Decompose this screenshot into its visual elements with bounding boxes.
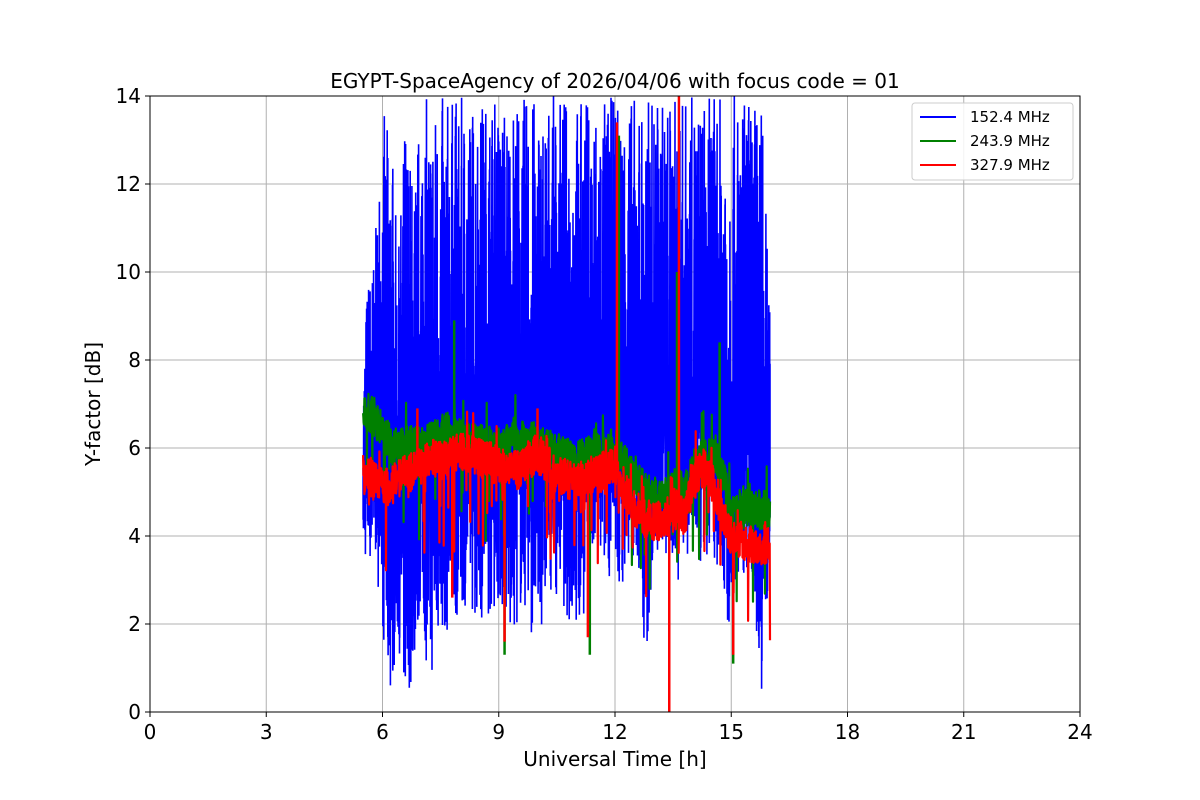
x-tick-label: 6 <box>376 720 389 744</box>
series-327-9-mhz <box>362 96 772 712</box>
legend-label: 152.4 MHz <box>970 108 1050 126</box>
y-axis-title: Y-factor [dB] <box>81 342 105 467</box>
series-152-4-mhz <box>362 96 771 689</box>
x-tick-label: 3 <box>260 720 273 744</box>
legend-box <box>911 102 1074 181</box>
y-tick-label: 10 <box>116 260 141 284</box>
series-line <box>362 96 771 689</box>
series-line <box>362 410 772 641</box>
legend-label: 243.9 MHz <box>970 132 1050 150</box>
y-tick-label: 4 <box>128 524 141 548</box>
legend: 152.4 MHz 243.9 MHz 327.9 MHz <box>911 102 1074 181</box>
x-tick-label: 12 <box>602 720 627 744</box>
y-tick-label: 8 <box>128 348 141 372</box>
data-layer <box>362 96 772 712</box>
x-tick-label: 18 <box>835 720 860 744</box>
legend-label: 327.9 MHz <box>970 156 1050 174</box>
y-tick-label: 2 <box>128 612 141 636</box>
x-tick-label: 0 <box>144 720 157 744</box>
y-tick-label: 14 <box>116 84 141 108</box>
x-tick-label: 15 <box>719 720 744 744</box>
y-tick-label: 12 <box>116 172 141 196</box>
x-tick-label: 24 <box>1067 720 1092 744</box>
x-tick-label: 9 <box>492 720 505 744</box>
chart-title: EGYPT-SpaceAgency of 2026/04/06 with foc… <box>330 69 899 93</box>
y-tick-label: 6 <box>128 436 141 460</box>
x-tick-label: 21 <box>951 720 976 744</box>
y-tick-label: 0 <box>128 700 141 724</box>
x-axis-title: Universal Time [h] <box>523 747 706 771</box>
